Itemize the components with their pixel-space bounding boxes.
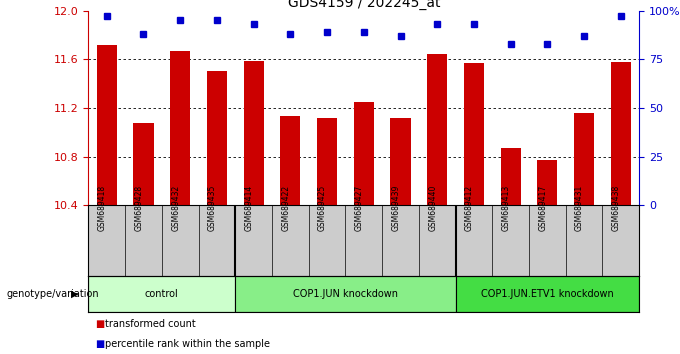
Text: GSM689425: GSM689425 <box>318 184 327 230</box>
Text: ▶: ▶ <box>71 289 79 299</box>
Bar <box>280 116 301 205</box>
Bar <box>170 51 190 205</box>
Text: GSM689427: GSM689427 <box>355 184 364 230</box>
Bar <box>207 72 227 205</box>
Bar <box>390 118 411 205</box>
Text: GSM689414: GSM689414 <box>245 184 254 230</box>
Text: GSM689438: GSM689438 <box>612 184 621 230</box>
Text: COP1.JUN.ETV1 knockdown: COP1.JUN.ETV1 knockdown <box>481 289 614 299</box>
Bar <box>611 62 631 205</box>
Text: ■: ■ <box>95 339 105 349</box>
Text: GSM689417: GSM689417 <box>539 184 547 230</box>
Bar <box>243 61 264 205</box>
Bar <box>464 63 484 205</box>
Bar <box>235 276 456 312</box>
Text: control: control <box>145 289 179 299</box>
Title: GDS4159 / 202245_at: GDS4159 / 202245_at <box>288 0 440 10</box>
Text: GSM689413: GSM689413 <box>502 184 511 230</box>
Bar <box>537 160 558 205</box>
Bar <box>574 113 594 205</box>
Text: GSM689439: GSM689439 <box>392 184 401 231</box>
Bar <box>88 276 235 312</box>
Bar <box>97 45 117 205</box>
Text: GSM689431: GSM689431 <box>575 184 584 230</box>
Text: genotype/variation: genotype/variation <box>7 289 99 299</box>
Bar <box>354 102 374 205</box>
Text: GSM689432: GSM689432 <box>171 184 180 230</box>
Bar <box>500 148 521 205</box>
Text: GSM689428: GSM689428 <box>135 184 143 230</box>
Bar <box>317 118 337 205</box>
Text: ■: ■ <box>95 319 105 329</box>
Bar <box>427 55 447 205</box>
Text: percentile rank within the sample: percentile rank within the sample <box>105 339 271 349</box>
Bar <box>456 276 639 312</box>
Text: GSM689435: GSM689435 <box>208 184 217 231</box>
Text: COP1.JUN knockdown: COP1.JUN knockdown <box>293 289 398 299</box>
Text: GSM689418: GSM689418 <box>98 184 107 230</box>
Text: GSM689422: GSM689422 <box>282 184 290 230</box>
Text: transformed count: transformed count <box>105 319 196 329</box>
Text: GSM689440: GSM689440 <box>428 184 437 231</box>
Bar <box>133 122 154 205</box>
Text: GSM689412: GSM689412 <box>465 184 474 230</box>
